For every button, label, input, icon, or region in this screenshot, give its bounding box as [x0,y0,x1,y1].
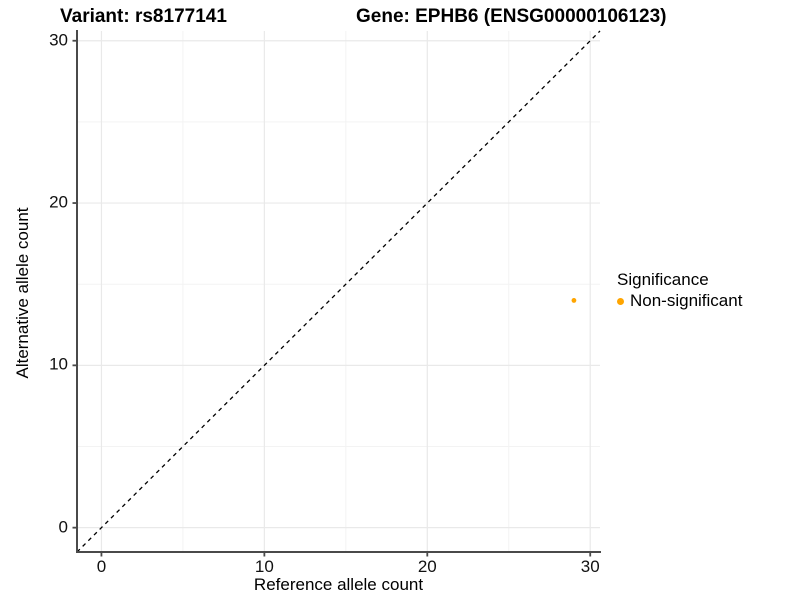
legend-item-label: Non-significant [630,291,743,310]
plot-canvas [72,30,601,557]
legend: Significance Non-significant [617,270,742,311]
plot-panel: Reference allele count 0 10 20 30 0 10 20 30 [49,30,601,594]
legend-dot-non-significant [617,297,624,305]
y-tick-label: 30 [49,30,68,50]
x-tick-label: 10 [254,557,274,576]
x-tick-label: 20 [417,557,437,576]
legend-title: Significance [617,270,709,289]
y-axis-title: Alternative allele count [13,207,32,379]
variant-title: Variant: rs8177141 [60,6,227,27]
y-tick-label: 0 [58,517,68,537]
legend-item: Non-significant [617,291,742,311]
y-tick-label: 10 [49,354,68,374]
data-point [571,298,577,303]
gene-title: Gene: EPHB6 (ENSG00000106123) [356,6,667,27]
y-tick-label: 20 [49,192,68,212]
x-tick-label: 30 [580,557,600,576]
x-axis-title: Reference allele count [253,575,424,594]
x-tick-label: 0 [96,557,107,576]
identity-line [76,30,601,553]
